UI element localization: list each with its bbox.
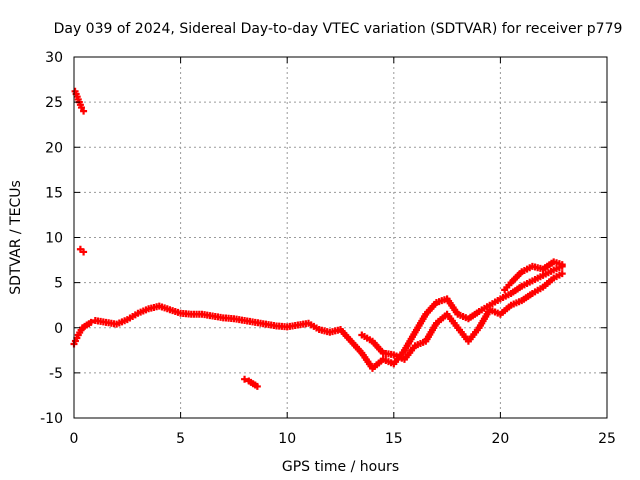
y-tick-label: 0 (54, 321, 63, 337)
data-point (80, 248, 88, 256)
y-tick-label: 5 (54, 276, 63, 292)
x-tick-label: 15 (385, 431, 403, 447)
x-tick-label: 5 (176, 431, 185, 447)
y-tick-label: -5 (49, 366, 63, 382)
axis-ticks (73, 56, 608, 419)
grid-layer (74, 57, 607, 418)
data-point (558, 261, 566, 269)
y-tick-label: 30 (45, 50, 63, 66)
y-tick-label: 20 (45, 140, 63, 156)
y-tick-label: 15 (45, 185, 63, 201)
x-tick-label: 0 (70, 431, 79, 447)
data-point (77, 104, 85, 112)
y-axis-label: SDTVAR / TECUs (8, 180, 24, 295)
data-point (558, 270, 566, 278)
data-point (253, 382, 261, 390)
data-points (70, 87, 566, 390)
chart-title: Day 039 of 2024, Sidereal Day-to-day VTE… (54, 21, 623, 37)
y-tick-label: 10 (45, 231, 63, 247)
y-tick-label: 25 (45, 95, 63, 111)
y-tick-label: -10 (40, 411, 63, 427)
x-tick-label: 10 (278, 431, 296, 447)
x-tick-label: 25 (598, 431, 616, 447)
x-tick-label: 20 (491, 431, 509, 447)
data-point (241, 375, 249, 383)
data-point (80, 107, 88, 115)
data-point (87, 318, 95, 326)
x-axis-label: GPS time / hours (282, 459, 399, 475)
tick-labels: 0 5 10 15 20 25 -10 -5 0 5 10 15 20 25 30 (40, 50, 616, 447)
